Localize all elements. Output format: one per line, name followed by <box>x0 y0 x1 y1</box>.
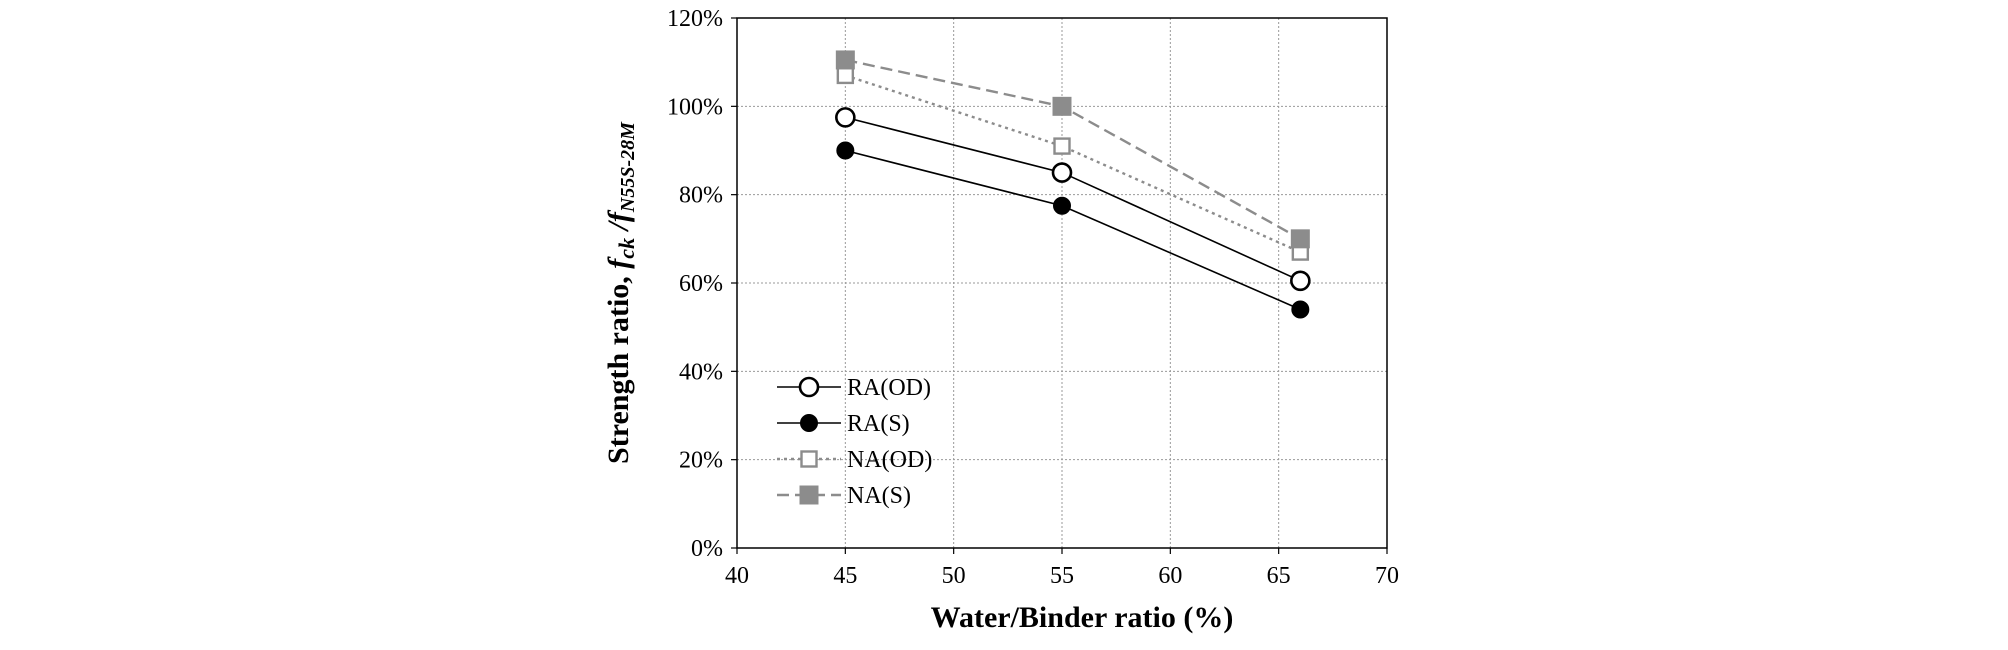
series-RA(S) <box>836 141 1310 319</box>
data-point <box>1052 96 1072 116</box>
y-tick-label: 100% <box>667 94 723 120</box>
y-tick-label: 40% <box>679 359 723 385</box>
y-axis-title-main: Strength ratio, <box>602 269 635 464</box>
legend-item: RA(S) <box>777 411 910 437</box>
data-point <box>835 50 855 70</box>
series-NA(OD) <box>836 66 1310 261</box>
y-tick-label: 80% <box>679 183 723 209</box>
legend-marker <box>799 485 819 505</box>
y-axis-title-slash: / <box>602 219 635 238</box>
legend: RA(OD) RA(S) NA(OD) NA(S) <box>777 375 932 509</box>
x-tick-label: 60 <box>1158 563 1182 589</box>
series-line <box>844 74 1301 254</box>
axis-ticks: 40 45 50 55 60 65 70 0% 20% 40% 60% 80% 100% 120% <box>667 6 1399 589</box>
series-RA(OD) <box>835 107 1311 292</box>
data-point <box>1053 137 1071 155</box>
series-line <box>845 58 1301 240</box>
data-point <box>1051 162 1073 183</box>
y-axis-title-f1: f <box>602 256 635 269</box>
y-axis-title-f1-sub: ck <box>614 238 639 259</box>
x-tick-label: 70 <box>1375 563 1399 589</box>
series-NA(S) <box>835 50 1310 249</box>
y-axis-title-f2-sub: N55S-28M <box>617 121 639 213</box>
legend-item: NA(OD) <box>777 447 932 473</box>
x-tick-label: 40 <box>725 563 749 589</box>
series-group <box>835 50 1311 319</box>
y-axis-title-f2: f <box>602 209 635 222</box>
legend-item: RA(OD) <box>777 375 931 401</box>
legend-item: NA(S) <box>777 483 911 509</box>
x-tick-label: 45 <box>833 563 857 589</box>
series-line <box>845 149 1301 311</box>
data-point <box>836 66 855 85</box>
x-tick-label: 50 <box>942 563 966 589</box>
x-axis-title: Water/Binder ratio (%) <box>931 601 1234 634</box>
legend-label: RA(OD) <box>847 375 931 401</box>
y-axis-title: Strength ratio, fck /fN55S-28M <box>602 121 639 464</box>
legend-label: NA(S) <box>847 483 911 509</box>
x-tick-label: 65 <box>1267 563 1291 589</box>
x-tick-label: 55 <box>1050 563 1074 589</box>
y-tick-label: 60% <box>679 271 723 297</box>
data-point <box>1053 196 1071 215</box>
y-tick-label: 0% <box>691 536 723 562</box>
legend-marker <box>800 414 818 432</box>
legend-marker <box>800 450 818 468</box>
series-line <box>845 116 1301 282</box>
y-tick-label: 20% <box>679 448 723 474</box>
legend-label: NA(OD) <box>847 447 932 473</box>
data-point <box>836 141 855 160</box>
data-point <box>1291 300 1310 319</box>
legend-marker <box>798 376 820 398</box>
data-point <box>1290 229 1310 249</box>
legend-label: RA(S) <box>847 411 910 437</box>
data-point <box>835 107 856 128</box>
data-point <box>1290 270 1311 292</box>
y-tick-label: 120% <box>667 6 723 32</box>
